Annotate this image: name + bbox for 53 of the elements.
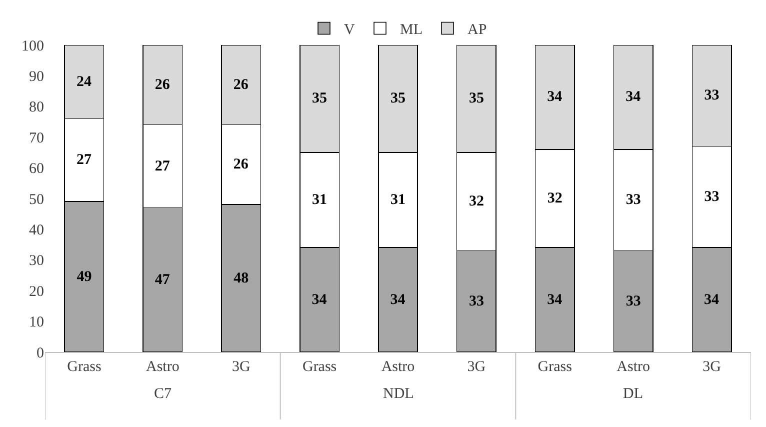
- x-tick-label: Grass: [302, 359, 337, 375]
- data-label: 24: [76, 74, 92, 90]
- data-label: 34: [390, 292, 406, 308]
- data-label: 31: [390, 192, 406, 208]
- y-tick-label: 100: [22, 38, 44, 54]
- text: NDL: [383, 386, 414, 402]
- x-tick-label: Astro: [146, 359, 180, 375]
- data-label: 33: [626, 293, 641, 310]
- legend-label: V: [344, 22, 355, 38]
- data-label: 34: [704, 292, 720, 308]
- data-label: 33: [468, 293, 484, 310]
- data-label: 34: [312, 292, 328, 308]
- x-tick-label: Grass: [67, 359, 102, 375]
- data-label: 33: [626, 192, 641, 208]
- data-label: 33: [704, 88, 720, 104]
- data-label: 26: [233, 76, 249, 93]
- y-tick-label: 20: [29, 284, 44, 300]
- y-tick-label: 60: [29, 161, 44, 178]
- y-tick-label: 40: [29, 222, 44, 238]
- x-tick-label: Astro: [616, 359, 650, 375]
- legend-label: ML: [400, 22, 422, 38]
- x-tick-label: Grass: [538, 359, 572, 375]
- y-tick-label: 30: [29, 253, 44, 270]
- y-tick-label: 90: [29, 68, 44, 85]
- data-label: 35: [312, 90, 328, 107]
- data-label: 26: [154, 76, 170, 93]
- x-tick-label: 3G: [467, 359, 486, 375]
- x-tick-label: 3G: [702, 359, 722, 375]
- data-label: 31: [312, 192, 328, 208]
- data-label: 26: [233, 156, 249, 173]
- legend-label: AP: [468, 22, 487, 38]
- data-label: 27: [154, 158, 170, 174]
- text: DL: [623, 386, 643, 402]
- data-label: 27: [76, 152, 92, 168]
- data-label: 48: [234, 270, 249, 286]
- x-tick-label: 3G: [232, 359, 250, 375]
- data-label: 49: [76, 268, 92, 285]
- data-label: 33: [704, 188, 720, 205]
- data-label: 47: [154, 272, 170, 288]
- y-tick-label: 10: [29, 314, 44, 331]
- x-tick-label: Astro: [381, 359, 415, 375]
- y-tick-label: 70: [29, 130, 44, 146]
- data-label: 34: [547, 89, 563, 106]
- data-label: 32: [547, 190, 562, 206]
- data-label: 35: [468, 90, 484, 107]
- text: C7: [154, 386, 172, 402]
- y-tick-label: 0: [36, 345, 44, 362]
- data-label: 34: [547, 292, 563, 308]
- data-label: 34: [626, 89, 642, 106]
- y-tick-label: 50: [29, 192, 44, 208]
- y-tick-label: 80: [29, 100, 44, 116]
- data-label: 35: [390, 90, 406, 107]
- data-label: 32: [468, 194, 484, 210]
